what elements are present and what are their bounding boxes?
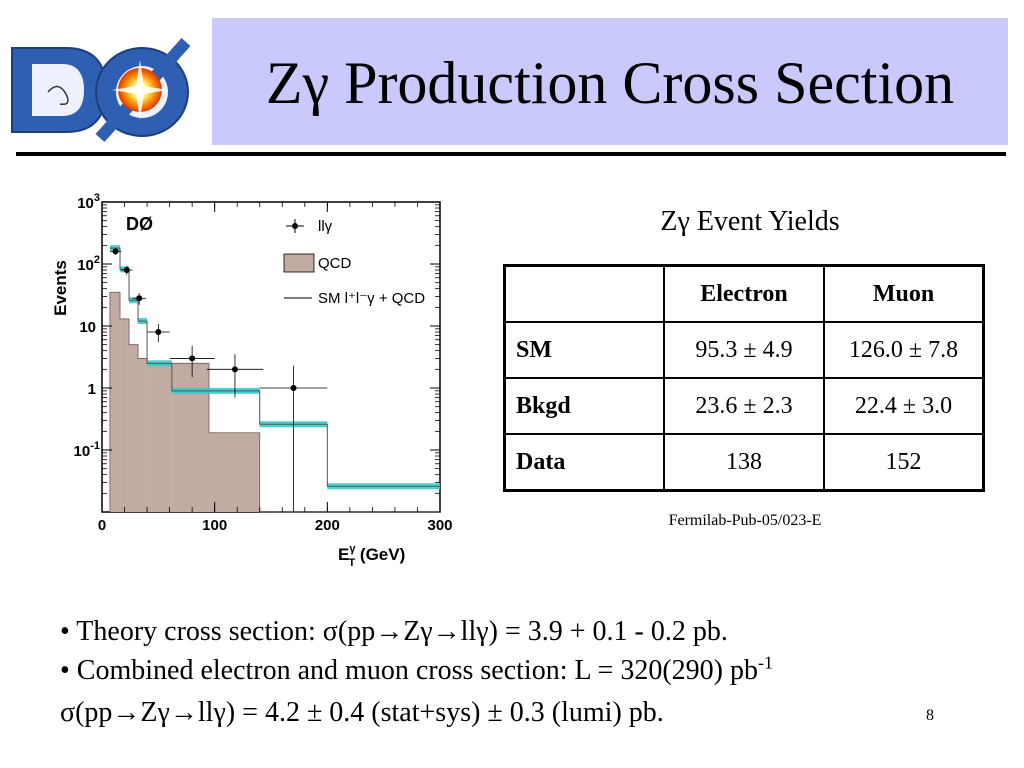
cell-bkgd-muon: 22.4 ± 3.0 <box>823 377 985 435</box>
cell-data-muon: 152 <box>823 433 985 492</box>
y-tick-label: 10 <box>79 319 96 336</box>
y-tick-label: 103 <box>77 192 100 212</box>
row-label-data: Data <box>503 433 665 492</box>
x-tick-label: 200 <box>315 517 340 534</box>
d0-logo <box>8 20 198 145</box>
qcd-bar <box>120 318 130 512</box>
qcd-bar <box>138 358 148 512</box>
table-header-electron: Electron <box>663 264 825 323</box>
row-label-sm: SM <box>503 321 665 379</box>
publication-reference: Fermilab-Pub-05/023-E <box>668 512 822 529</box>
plot-layer <box>109 245 440 513</box>
y-tick-label: 10-1 <box>74 440 100 460</box>
legend-data-marker <box>292 223 298 229</box>
legend-data-label: llγ <box>318 218 333 235</box>
row-label-bkgd: Bkgd <box>503 377 665 435</box>
legend: llγ QCD SM l⁺l⁻γ + QCD <box>283 218 425 307</box>
table-header-row: Electron Muon <box>503 264 985 323</box>
luminosity-exponent: -1 <box>757 652 773 673</box>
table-caption: Zγ Event Yields <box>660 206 840 237</box>
table-row: Bkgd 23.6 ± 2.3 22.4 ± 3.0 <box>503 377 985 435</box>
qcd-bar <box>109 292 121 512</box>
x-tick-label: 100 <box>202 517 227 534</box>
page-number: 8 <box>926 707 934 724</box>
y-tick-label: 102 <box>77 254 100 274</box>
cell-sm-muon: 126.0 ± 7.8 <box>823 321 985 379</box>
cell-data-electron: 138 <box>663 433 825 492</box>
bullet-combined-cross-section: • Combined electron and muon cross secti… <box>60 652 773 687</box>
title-band: Zγ Production Cross Section <box>212 18 1008 145</box>
x-axis-label: Eγ T (GeV) <box>338 543 405 569</box>
d0-logo-graphic <box>11 37 191 143</box>
legend-qcd-swatch <box>283 253 315 273</box>
x-tick-label: 0 <box>98 517 106 534</box>
data-point <box>231 366 238 373</box>
cell-sm-electron: 95.3 ± 4.9 <box>663 321 825 379</box>
qcd-bar <box>209 432 260 512</box>
table-header-corner <box>503 264 665 323</box>
data-point <box>123 267 130 274</box>
title-rule <box>16 152 1006 156</box>
data-point <box>155 329 162 336</box>
measured-cross-section: σ(pp→Zγ→llγ) = 4.2 ± 0.4 (stat+sys) ± 0.… <box>60 697 664 728</box>
bullet-combined-text: • Combined electron and muon cross secti… <box>60 655 758 686</box>
data-point <box>290 385 297 391</box>
data-point <box>189 355 196 362</box>
qcd-bar <box>147 363 172 512</box>
event-yields-table: Electron Muon SM 95.3 ± 4.9 126.0 ± 7.8 … <box>503 264 985 492</box>
qcd-bar <box>129 344 139 512</box>
data-point <box>136 295 143 302</box>
table-header-muon: Muon <box>823 264 985 323</box>
qcd-bar <box>171 363 210 512</box>
bullet-theory-cross-section: • Theory cross section: σ(pp→Zγ→llγ) = 3… <box>60 616 728 647</box>
y-tick-label: 1 <box>88 381 96 398</box>
data-point <box>112 248 119 255</box>
y-axis-label: Events <box>51 260 70 316</box>
cell-bkgd-electron: 23.6 ± 2.3 <box>663 377 825 435</box>
legend-sm-label: SM l⁺l⁻γ + QCD <box>318 290 425 307</box>
slide-title: Zγ Production Cross Section <box>265 50 955 116</box>
legend-qcd-label: QCD <box>318 255 352 272</box>
table-row: SM 95.3 ± 4.9 126.0 ± 7.8 <box>503 321 985 379</box>
x-tick-label: 300 <box>427 517 452 534</box>
table-row: Data 138 152 <box>503 433 985 492</box>
experiment-label: DØ <box>126 214 153 234</box>
